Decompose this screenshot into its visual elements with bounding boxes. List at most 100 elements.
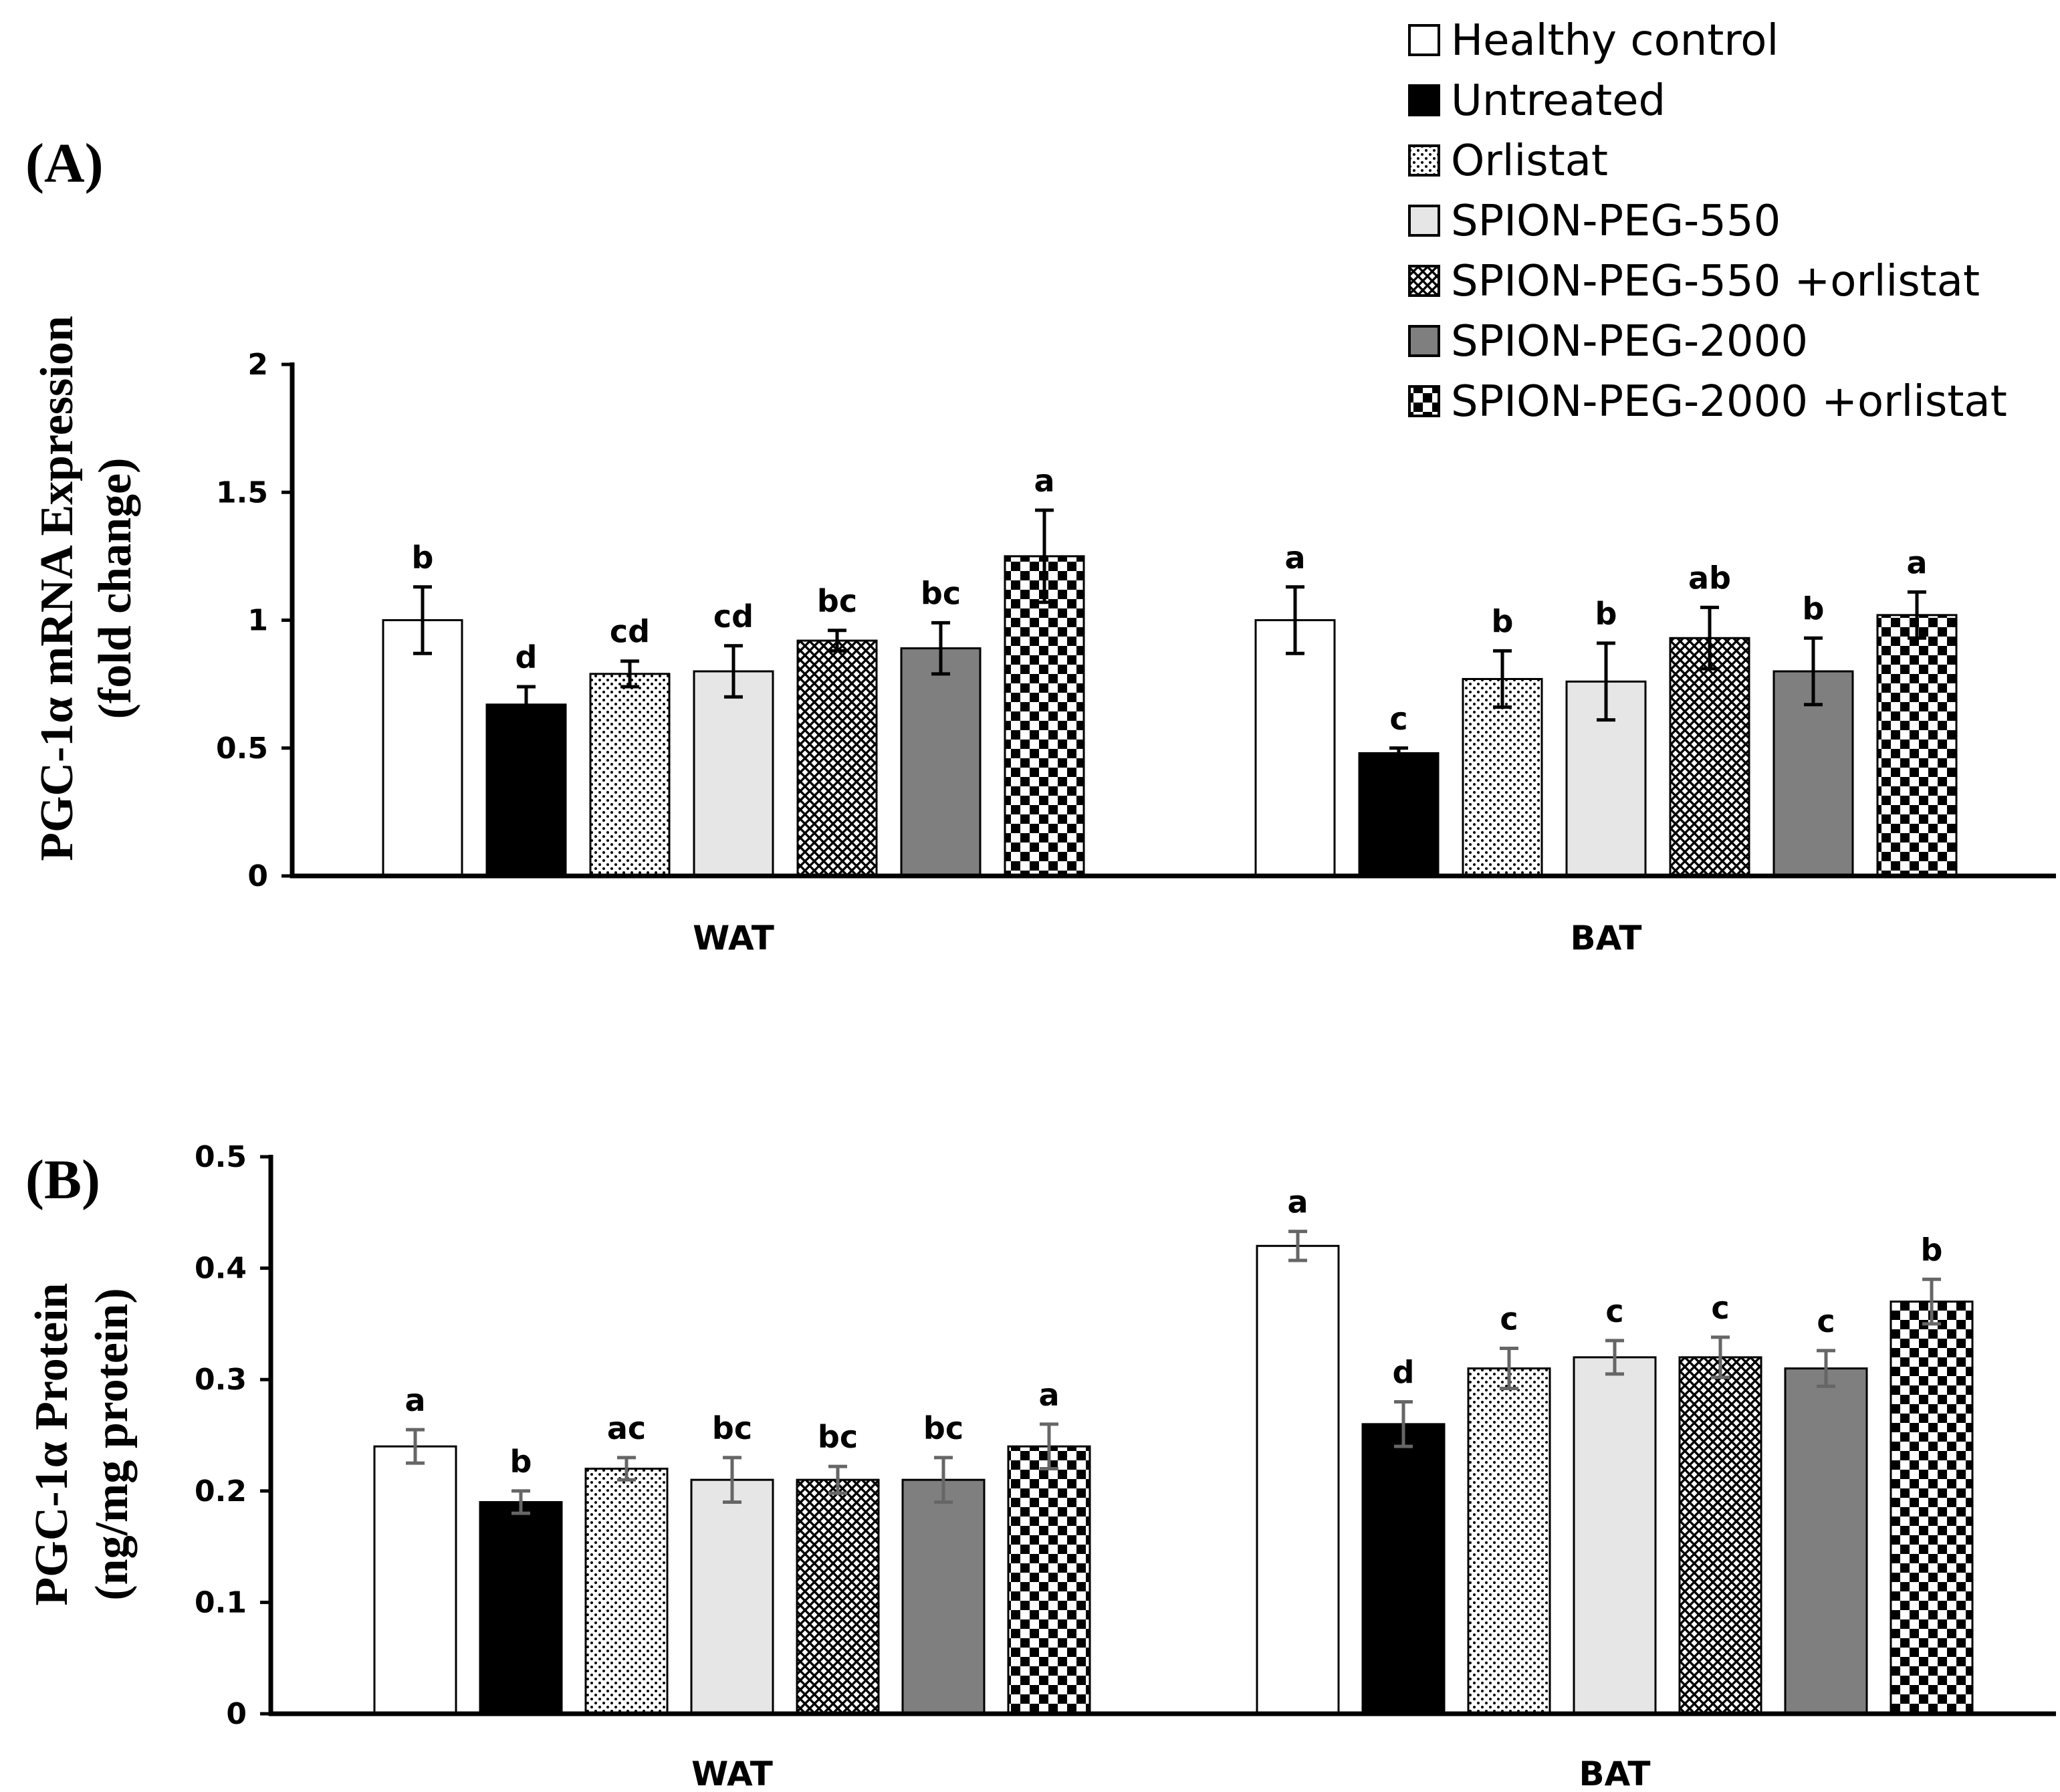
legend-item-spion-peg-550: SPION-PEG-550 <box>1408 197 1781 246</box>
legend-label: SPION-PEG-550 +orlistat <box>1451 257 1980 306</box>
bar-bat-spion-peg-550-orlistat <box>1669 637 1750 877</box>
y-tick-label: 2 <box>247 348 268 382</box>
significance-letter: c <box>1500 1301 1518 1337</box>
significance-letter: bc <box>818 1419 858 1455</box>
error-bar-wat-untreated <box>511 1489 530 1515</box>
bar-wat-spion-peg-550-orlistat <box>796 639 878 877</box>
y-tick-label: 0.2 <box>195 1474 247 1508</box>
bar-bat-spion-peg-2000-orlistat <box>1890 1301 1974 1715</box>
legend-item-spion-peg-2000: SPION-PEG-2000 <box>1408 317 1808 366</box>
bar-bat-spion-peg-550-orlistat <box>1678 1356 1762 1715</box>
legend-item-untreated: Untreated <box>1408 76 1666 126</box>
error-bar-bat-untreated <box>1389 746 1408 760</box>
error-bar-wat-spion-peg-2000 <box>934 1456 953 1504</box>
panel-a-y-axis-ticks: 0 0.5 1 1.5 2 <box>216 348 292 893</box>
error-bar-bat-spion-peg-550 <box>1597 641 1615 722</box>
panel-b-axes <box>268 1155 2056 1716</box>
significance-letter: cd <box>713 598 754 635</box>
bar-bat-orlistat <box>1462 677 1543 877</box>
bar-wat-untreated <box>485 703 567 877</box>
significance-letter: c <box>1711 1290 1729 1326</box>
legend-label: SPION-PEG-550 <box>1451 197 1781 246</box>
bar-wat-orlistat <box>589 673 671 877</box>
significance-letter: b <box>510 1444 532 1480</box>
error-bar-bat-spion-peg-2000-orlistat <box>1922 1277 1941 1326</box>
y-tick-label: 0.5 <box>195 1140 247 1174</box>
category-label-wat: WAT <box>691 1755 773 1792</box>
bar-bat-untreated <box>1358 752 1440 877</box>
legend-swatch <box>1408 265 1440 297</box>
error-bar-wat-healthy-control <box>413 585 432 655</box>
error-bar-wat-spion-peg-2000-orlistat <box>1040 1422 1058 1470</box>
significance-letter: c <box>1817 1303 1835 1339</box>
significance-letter: cd <box>610 614 650 650</box>
significance-letter: c <box>1605 1293 1623 1329</box>
legend-label: Healthy control <box>1451 16 1779 66</box>
panel-a-label: (A) <box>25 132 104 195</box>
significance-letter: a <box>1038 1377 1059 1413</box>
error-bar-wat-untreated <box>517 685 536 724</box>
error-bar-wat-spion-peg-2000 <box>931 621 950 676</box>
error-bar-bat-healthy-control <box>1288 1230 1307 1262</box>
category-label-bat: BAT <box>1579 1755 1650 1792</box>
error-bar-bat-untreated <box>1394 1400 1413 1448</box>
bar-bat-spion-peg-550 <box>1573 1356 1657 1715</box>
legend-label: SPION-PEG-2000 <box>1451 317 1808 366</box>
legend-item-orlistat: Orlistat <box>1408 136 1608 186</box>
significance-letter: d <box>516 639 538 675</box>
legend-item-spion-peg-550-orlistat: SPION-PEG-550 +orlistat <box>1408 257 1980 306</box>
significance-letter: b <box>1595 596 1617 632</box>
significance-letter: a <box>1284 540 1305 576</box>
significance-letter: bc <box>712 1410 752 1446</box>
panel-a-ylabel-line2: (fold change) <box>90 458 141 719</box>
significance-letter: b <box>412 540 434 576</box>
bar-bat-untreated <box>1361 1423 1446 1715</box>
legend-item-spion-peg-2000-orlistat: SPION-PEG-2000 +orlistat <box>1408 377 2007 427</box>
significance-letter: bc <box>817 583 857 619</box>
error-bar-bat-spion-peg-2000-orlistat <box>1908 590 1926 640</box>
panel-b-error-bars <box>406 1230 1941 1515</box>
bar-bat-spion-peg-2000 <box>1784 1367 1868 1715</box>
legend-swatch <box>1408 205 1440 237</box>
bar-wat-spion-peg-2000-orlistat <box>1007 1445 1091 1715</box>
panel-a-error-bars <box>413 508 1926 760</box>
y-tick-label: 0.4 <box>195 1252 247 1286</box>
error-bar-bat-spion-peg-2000 <box>1817 1349 1835 1388</box>
legend-label: Untreated <box>1451 76 1666 126</box>
error-bar-wat-spion-peg-550 <box>724 644 743 699</box>
significance-letter: d <box>1393 1355 1415 1391</box>
bar-wat-healthy-control <box>373 1445 457 1715</box>
error-bar-bat-orlistat <box>1500 1347 1518 1391</box>
legend-item-healthy-control: Healthy control <box>1408 16 1779 66</box>
panel-b-category-labels: WAT BAT <box>691 1755 1650 1792</box>
panel-b-label: (B) <box>25 1149 100 1211</box>
y-tick-label: 0 <box>247 859 268 893</box>
bar-wat-orlistat <box>584 1467 669 1715</box>
y-tick-label: 0.3 <box>195 1363 247 1397</box>
bar-wat-spion-peg-550 <box>693 670 774 877</box>
significance-letter: bc <box>923 1410 963 1446</box>
panel-a-bars <box>382 555 1958 877</box>
legend-label: Orlistat <box>1451 136 1608 186</box>
panel-a-significance-letters: b d cd cd bc bc a a c b b ab b a <box>412 463 1928 737</box>
legend-label: SPION-PEG-2000 +orlistat <box>1451 377 2007 427</box>
bar-wat-spion-peg-550 <box>690 1478 774 1715</box>
bar-wat-untreated <box>479 1500 563 1715</box>
bar-bat-healthy-control <box>1256 1244 1340 1715</box>
bar-wat-spion-peg-2000-orlistat <box>1004 555 1085 877</box>
error-bar-wat-orlistat <box>620 659 639 689</box>
legend: Healthy control Untreated Orlistat SPION-PE… <box>1408 16 2007 427</box>
y-tick-label: 0 <box>226 1697 247 1731</box>
y-tick-label: 1 <box>247 604 268 638</box>
error-bar-bat-spion-peg-2000 <box>1804 636 1823 707</box>
panel-b-bars <box>373 1244 1974 1715</box>
y-tick-label: 0.5 <box>216 732 268 766</box>
significance-letter: b <box>1921 1232 1943 1268</box>
bar-wat-spion-peg-550-orlistat <box>796 1478 880 1715</box>
panel-b-chart: (B) PGC-1α Protein (ng/mg protein) 00.10… <box>25 1140 2056 1792</box>
panel-a-axes <box>290 362 2056 879</box>
error-bar-wat-spion-peg-550 <box>723 1456 741 1504</box>
panel-a-category-labels: WAT BAT <box>693 919 1641 958</box>
panel-b-ylabel-line2: (ng/mg protein) <box>86 1288 138 1600</box>
